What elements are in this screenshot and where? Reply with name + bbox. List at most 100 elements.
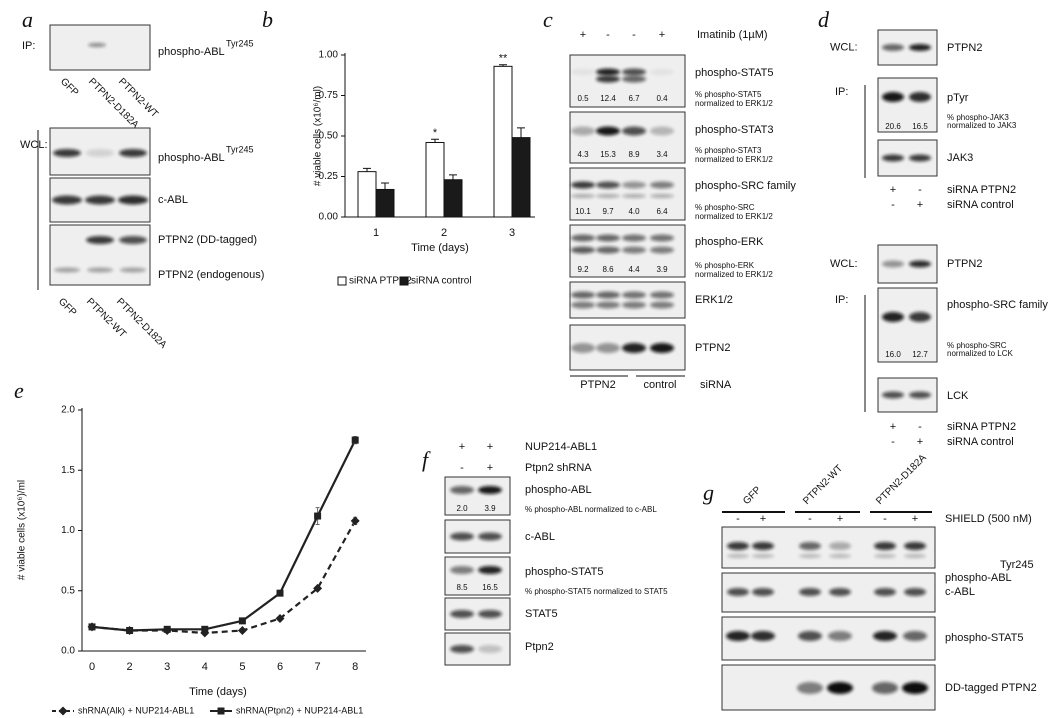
band — [596, 181, 620, 189]
band — [119, 149, 147, 157]
note: % phospho-JAK3 — [947, 113, 1009, 122]
sign: + — [459, 441, 465, 453]
band — [450, 645, 474, 653]
band — [596, 301, 620, 309]
blot — [444, 556, 511, 596]
y-axis-label: # viable cells (x10⁶/ml) — [313, 86, 324, 186]
quant: 20.6 — [885, 122, 901, 131]
band — [596, 126, 620, 136]
blot — [877, 287, 938, 363]
band — [909, 44, 931, 51]
significance: ** — [499, 53, 508, 65]
band — [873, 631, 897, 641]
band — [622, 181, 646, 189]
legend-label: siRNA PTPN2 — [349, 276, 412, 287]
label: NUP214-ABL1 — [525, 441, 597, 453]
label: siRNA control — [947, 199, 1014, 211]
band — [622, 301, 646, 309]
sign: - — [891, 199, 895, 211]
band — [622, 126, 646, 136]
quant: 16.5 — [912, 122, 928, 131]
quant: 10.1 — [575, 207, 591, 216]
x-tick-label: 6 — [277, 661, 283, 673]
lane-label: PTPN2-D182A — [114, 296, 169, 351]
band — [450, 610, 474, 618]
marker — [237, 626, 247, 636]
marker — [314, 512, 322, 520]
quant: 3.9 — [484, 504, 496, 513]
legend-label: shRNA(Alk) + NUP214-ABL1 — [78, 705, 194, 715]
label: siRNA — [700, 379, 732, 391]
label: IP: — [835, 86, 848, 98]
label: PTPN2 — [947, 258, 982, 270]
band — [909, 92, 931, 102]
legend-swatch — [337, 276, 347, 286]
band — [571, 343, 595, 353]
band — [650, 194, 674, 198]
band — [909, 312, 931, 322]
band — [882, 154, 904, 162]
band — [87, 267, 113, 273]
lane-label: GFP — [56, 296, 79, 319]
label: IP: — [835, 294, 848, 306]
marker — [238, 617, 246, 625]
band — [650, 343, 674, 353]
band — [904, 542, 926, 550]
band — [622, 343, 646, 353]
band — [622, 194, 646, 198]
band — [596, 68, 620, 76]
sign: - — [891, 436, 895, 448]
band — [571, 68, 595, 76]
band — [909, 260, 931, 268]
band — [88, 43, 106, 47]
label: phospho-STAT5 — [945, 632, 1023, 644]
label: phospho-ABL — [525, 484, 592, 496]
band — [650, 181, 674, 189]
sign: + — [917, 199, 923, 211]
error-bar — [431, 138, 439, 143]
error-bar — [363, 167, 371, 172]
label: phospho-ABL — [945, 572, 1012, 584]
sign: + — [912, 513, 918, 525]
label: phospho-ERK — [695, 236, 764, 248]
marker — [313, 583, 323, 593]
note: % phospho-SRC — [695, 203, 755, 212]
panel-label: f — [422, 447, 431, 472]
sign: + — [890, 421, 896, 433]
label: STAT5 — [525, 608, 558, 620]
blot — [877, 77, 938, 133]
bar — [511, 137, 531, 218]
bar — [443, 179, 463, 218]
band — [828, 631, 852, 641]
label: Tyr245 — [1000, 559, 1034, 571]
band — [622, 68, 646, 76]
band — [902, 682, 928, 694]
quant: 0.5 — [577, 94, 589, 103]
panel-label: c — [543, 7, 553, 32]
quant: 6.4 — [656, 207, 668, 216]
band — [798, 631, 822, 641]
band — [596, 343, 620, 353]
label: pTyr — [947, 92, 969, 104]
band — [571, 291, 595, 299]
line — [91, 520, 357, 635]
sign: + — [760, 513, 766, 525]
sign: + — [580, 29, 586, 41]
blot — [444, 476, 511, 516]
label: PTPN2 — [947, 42, 982, 54]
x-tick-label: 2 — [127, 661, 133, 673]
sign: - — [918, 421, 922, 433]
label: IP: — [22, 40, 35, 52]
label: WCL: — [830, 41, 858, 53]
sign: - — [460, 462, 464, 474]
label: phospho-SRC family — [947, 299, 1048, 311]
legend-label: shRNA(Ptpn2) + NUP214-ABL1 — [236, 705, 363, 715]
note: normalized to ERK1/2 — [695, 99, 773, 108]
sign: - — [918, 184, 922, 196]
band — [650, 291, 674, 299]
band — [622, 246, 646, 254]
significance: * — [433, 127, 438, 139]
band — [571, 246, 595, 254]
lane-label: PTPN2-WT — [801, 463, 845, 507]
band — [909, 391, 931, 399]
